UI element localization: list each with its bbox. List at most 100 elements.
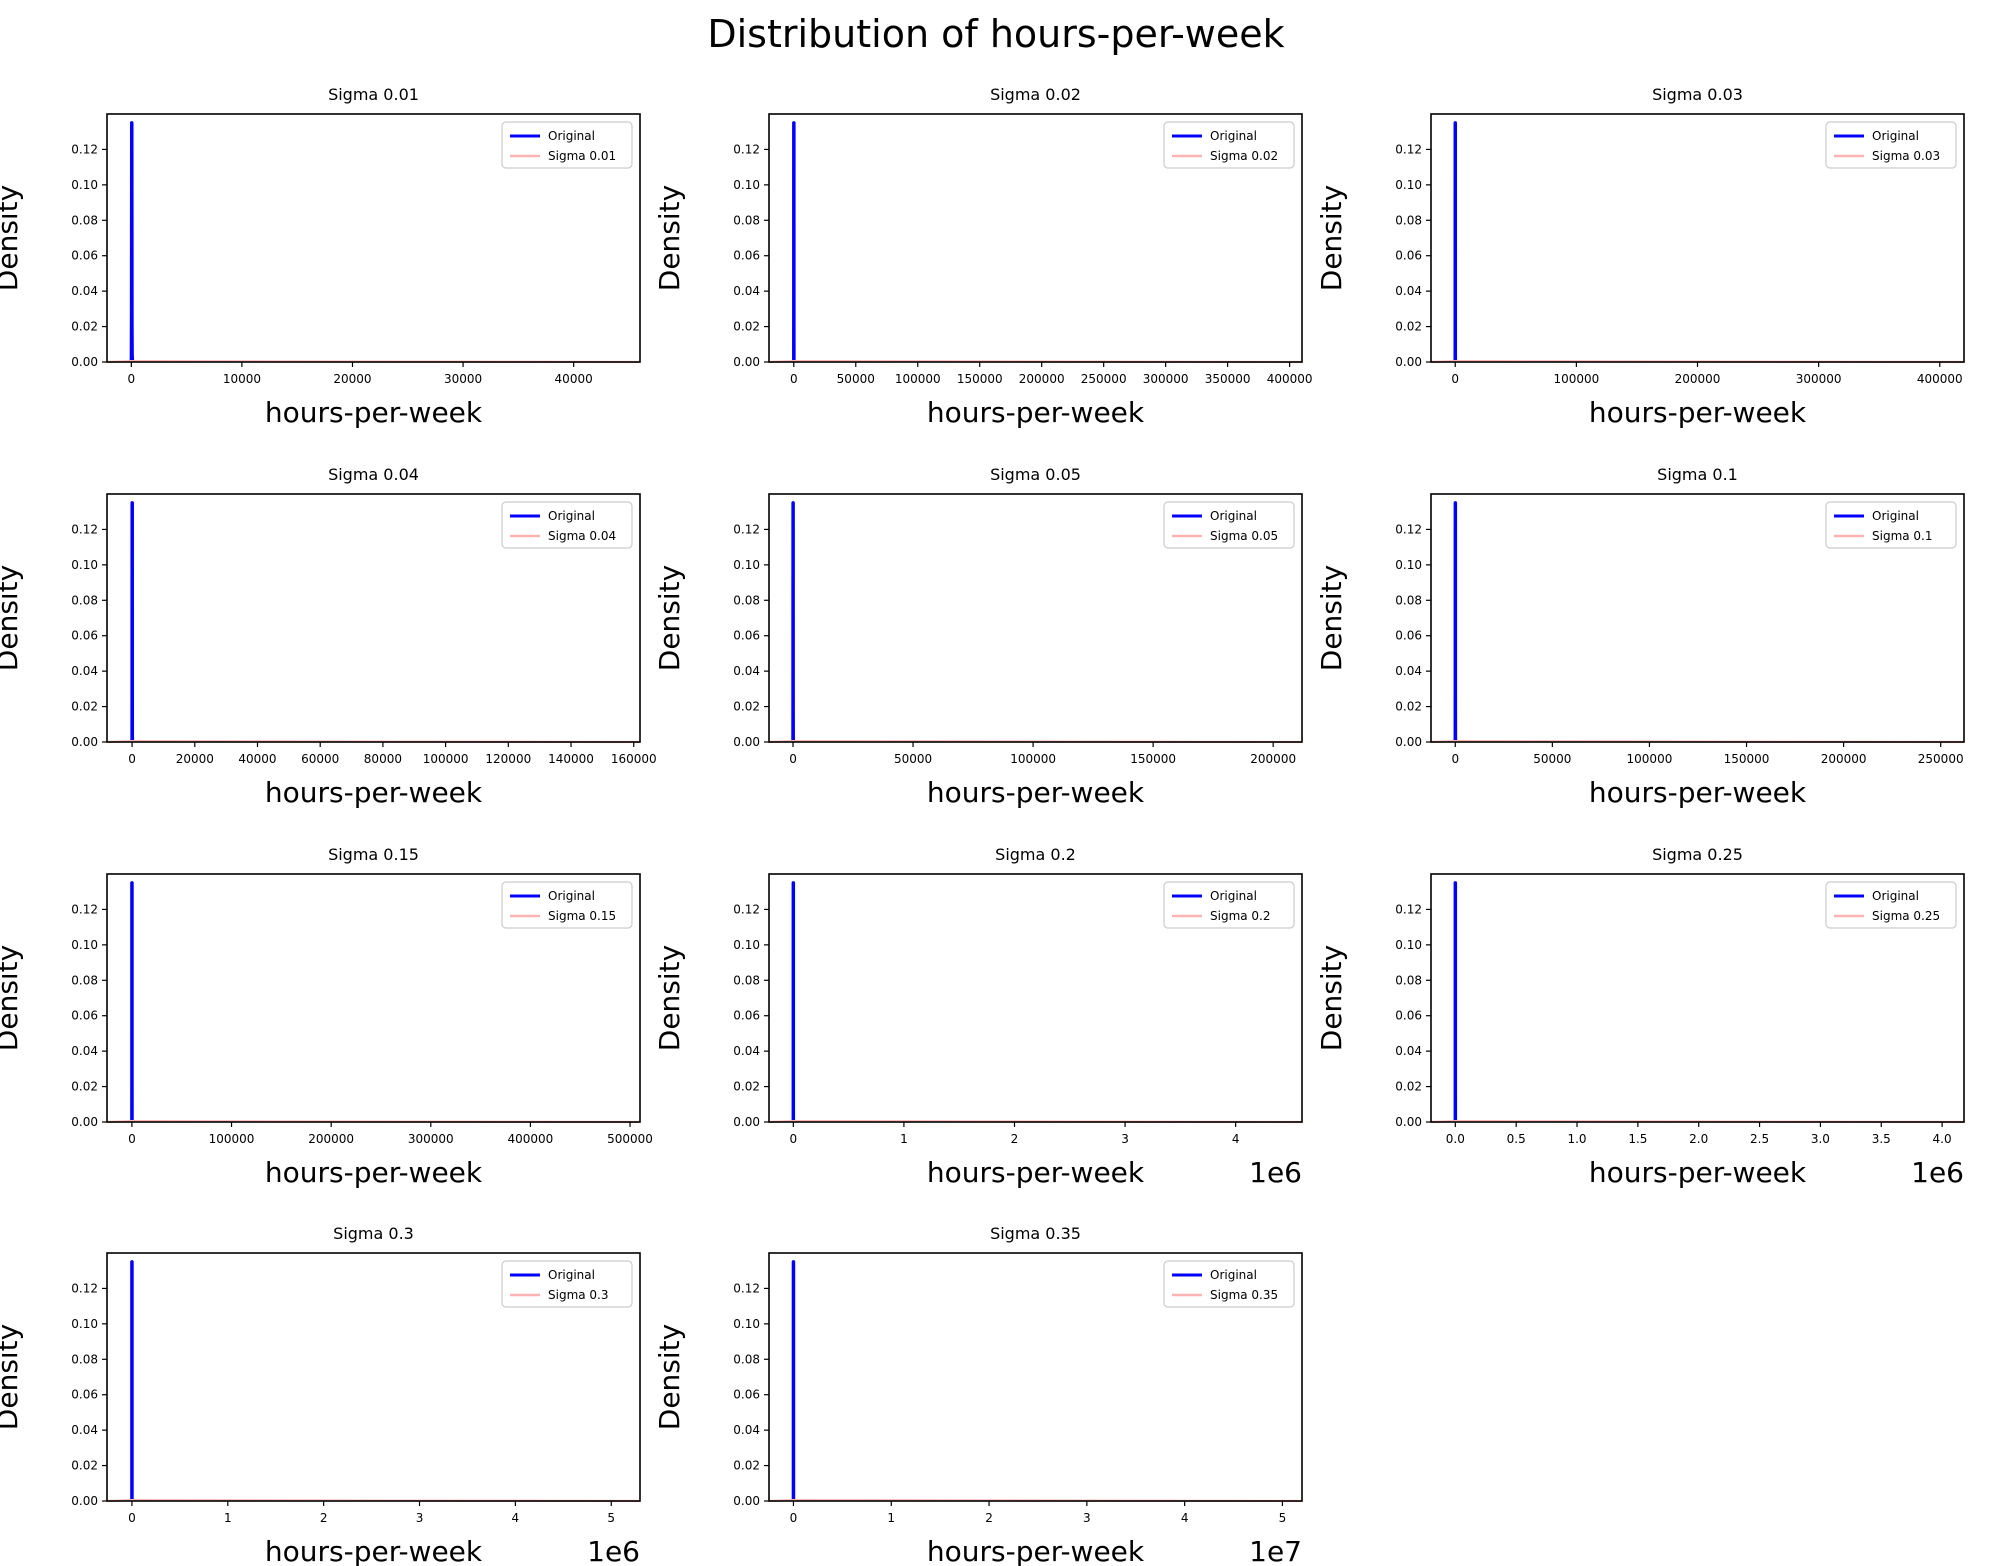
subplot: Sigma 0.05 0.00 0.02 0.04 0.06 0.08 0.10 0.12 0 5…	[653, 465, 1303, 809]
subplot-title: Sigma 0.02	[990, 85, 1081, 104]
y-tick-label: 0.10	[71, 1317, 98, 1331]
x-tick-label: 200000	[1250, 752, 1296, 766]
x-tick-label: 4	[1181, 1511, 1189, 1525]
y-tick-label: 0.06	[733, 1009, 760, 1023]
y-tick-label: 0.06	[71, 1009, 98, 1023]
y-tick-label: 0.04	[1395, 1044, 1422, 1058]
axes-frame	[106, 873, 641, 1123]
y-axis-label: Density	[0, 565, 24, 671]
y-tick-label: 0.06	[1395, 1009, 1422, 1023]
y-tick-label: 0.12	[1395, 902, 1422, 916]
y-tick-label: 0.06	[1395, 249, 1422, 263]
y-tick-label: 0.06	[733, 1388, 760, 1402]
y-tick-label: 0.08	[71, 973, 98, 987]
legend: Original Sigma 0.05	[1163, 501, 1295, 549]
subplot: Sigma 0.03 0.00 0.02 0.04 0.06 0.08 0.10 0.12 0 1…	[1315, 85, 1965, 429]
x-tick-label: 0	[1451, 372, 1459, 386]
legend-entry: Original	[548, 889, 595, 903]
subplot-title: Sigma 0.15	[328, 845, 419, 864]
y-tick-label: 0.00	[733, 1494, 760, 1508]
y-tick-label: 0.08	[733, 973, 760, 987]
y-axis-label: Density	[1315, 185, 1348, 291]
y-tick-label: 0.08	[71, 593, 98, 607]
subplot-title: Sigma 0.03	[1652, 85, 1743, 104]
x-tick-label: 1.5	[1628, 1132, 1647, 1146]
y-tick-label: 0.08	[733, 1352, 760, 1366]
x-tick-label: 2	[985, 1511, 993, 1525]
x-tick-label: 400000	[1917, 372, 1963, 386]
x-tick-label: 3.5	[1872, 1132, 1891, 1146]
x-tick-label: 300000	[408, 1132, 454, 1146]
x-tick-label: 300000	[1143, 372, 1189, 386]
x-tick-label: 0	[128, 1132, 136, 1146]
x-axis-label: hours-per-week	[265, 776, 483, 809]
y-tick-label: 0.08	[71, 213, 98, 227]
x-tick-label: 400000	[1267, 372, 1313, 386]
y-tick-label: 0.10	[1395, 938, 1422, 952]
y-tick-label: 0.08	[733, 213, 760, 227]
subplot-title: Sigma 0.01	[328, 85, 419, 104]
x-tick-label: 0	[790, 1511, 798, 1525]
y-tick-label: 0.08	[1395, 973, 1422, 987]
legend-entry: Original	[1210, 509, 1257, 523]
axes-frame	[106, 1252, 641, 1502]
y-tick-label: 0.12	[71, 522, 98, 536]
subplot-title: Sigma 0.1	[1657, 465, 1738, 484]
x-offset-text: 1e7	[1249, 1535, 1302, 1566]
x-tick-label: 3	[1121, 1132, 1129, 1146]
x-tick-label: 1	[224, 1511, 232, 1525]
x-tick-label: 200000	[308, 1132, 354, 1146]
subplot: Sigma 0.35 0.00 0.02 0.04 0.06 0.08 0.10 0.12 0 1…	[653, 1224, 1303, 1566]
figure-title: Distribution of hours-per-week	[707, 12, 1285, 56]
y-tick-label: 0.06	[71, 629, 98, 643]
legend-entry: Original	[1872, 129, 1919, 143]
x-tick-label: 50000	[1533, 752, 1571, 766]
y-tick-label: 0.08	[733, 593, 760, 607]
y-tick-label: 0.10	[71, 178, 98, 192]
x-offset-text: 1e6	[587, 1535, 640, 1566]
x-tick-label: 0	[128, 372, 136, 386]
legend: Original Sigma 0.15	[501, 881, 633, 929]
y-tick-label: 0.08	[1395, 593, 1422, 607]
x-tick-label: 40000	[555, 372, 593, 386]
y-tick-label: 0.02	[1395, 320, 1422, 334]
legend: Original Sigma 0.2	[1163, 881, 1295, 929]
x-axis-label: hours-per-week	[927, 1535, 1145, 1566]
y-tick-label: 0.00	[1395, 1115, 1422, 1129]
x-tick-label: 4.0	[1933, 1132, 1952, 1146]
x-tick-label: 100000	[423, 752, 469, 766]
x-tick-label: 2	[1011, 1132, 1019, 1146]
y-tick-label: 0.00	[71, 1494, 98, 1508]
legend: Original Sigma 0.04	[501, 501, 633, 549]
x-axis-label: hours-per-week	[265, 396, 483, 429]
y-tick-label: 0.02	[1395, 1080, 1422, 1094]
legend-entry: Sigma 0.02	[1210, 149, 1278, 163]
y-tick-label: 0.00	[1395, 355, 1422, 369]
x-tick-label: 250000	[1918, 752, 1964, 766]
y-tick-label: 0.02	[71, 700, 98, 714]
x-tick-label: 150000	[1724, 752, 1770, 766]
x-tick-label: 2.5	[1750, 1132, 1769, 1146]
y-tick-label: 0.08	[1395, 213, 1422, 227]
y-tick-label: 0.02	[1395, 700, 1422, 714]
y-axis-label: Density	[653, 185, 686, 291]
legend-entry: Original	[1210, 129, 1257, 143]
subplot: Sigma 0.01 0.00 0.02 0.04 0.06 0.08 0.10 0.12 0 1…	[0, 85, 641, 429]
x-axis-label: hours-per-week	[927, 776, 1145, 809]
y-tick-label: 0.04	[71, 1044, 98, 1058]
x-tick-label: 1	[887, 1511, 895, 1525]
y-tick-label: 0.04	[1395, 664, 1422, 678]
x-tick-label: 150000	[957, 372, 1003, 386]
y-tick-label: 0.00	[733, 1115, 760, 1129]
axes-frame	[1430, 873, 1965, 1123]
legend-entry: Original	[548, 1268, 595, 1282]
y-tick-label: 0.00	[71, 355, 98, 369]
x-tick-label: 2.0	[1689, 1132, 1708, 1146]
y-tick-label: 0.10	[71, 938, 98, 952]
legend-entry: Sigma 0.05	[1210, 529, 1278, 543]
x-tick-label: 250000	[1081, 372, 1127, 386]
legend-entry: Sigma 0.01	[548, 149, 616, 163]
subplot: Sigma 0.3 0.00 0.02 0.04 0.06 0.08 0.10 0.12 0 1 2…	[0, 1224, 641, 1566]
